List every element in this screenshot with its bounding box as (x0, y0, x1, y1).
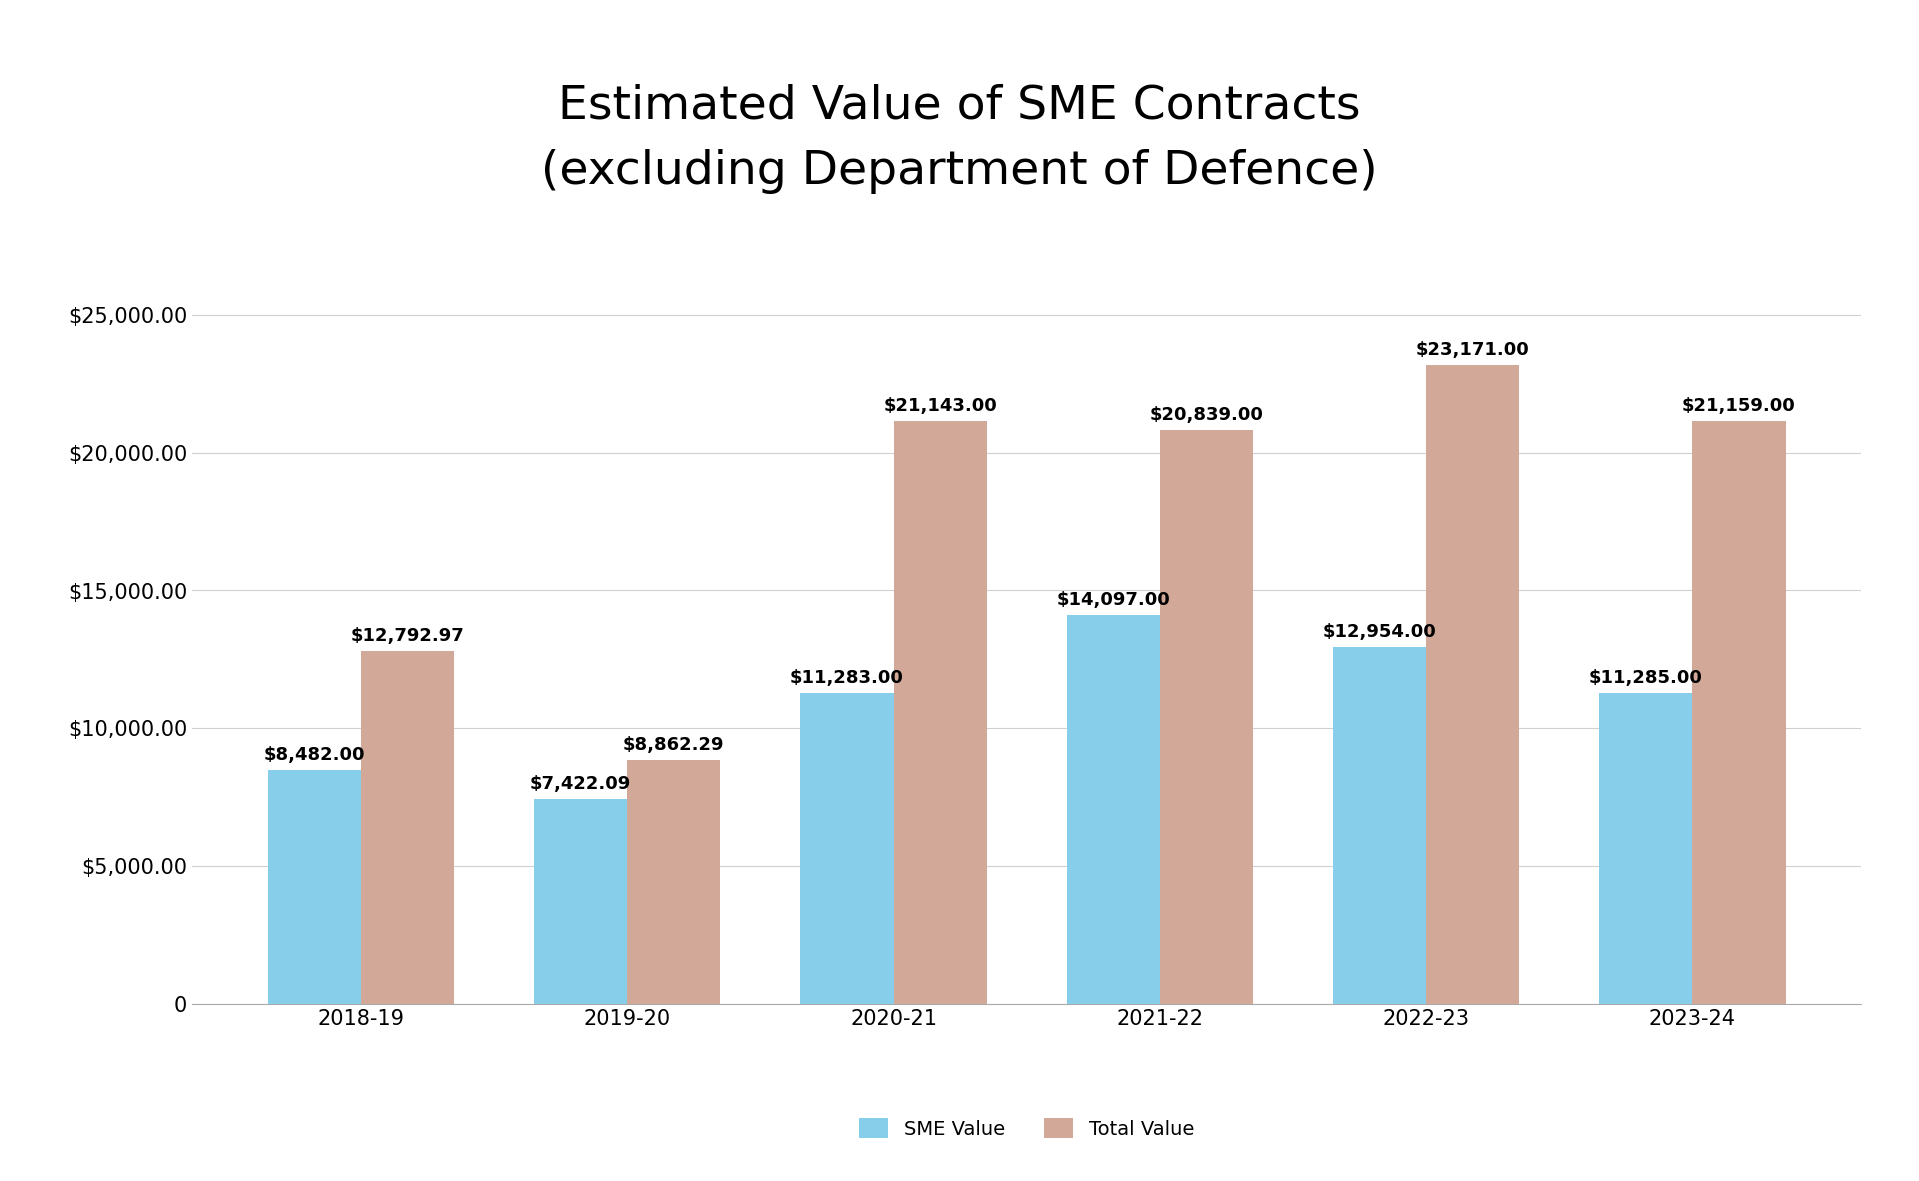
Text: $20,839.00: $20,839.00 (1149, 405, 1263, 424)
Bar (1426, 365, 1520, 1004)
Bar (533, 800, 628, 1004)
Text: $11,283.00: $11,283.00 (791, 668, 904, 687)
Bar (800, 693, 894, 1004)
Legend: SME Value, Total Value: SME Value, Total Value (852, 1110, 1201, 1147)
Bar (894, 422, 986, 1004)
Bar (628, 759, 720, 1004)
Text: $21,143.00: $21,143.00 (883, 397, 998, 416)
Text: $11,285.00: $11,285.00 (1589, 668, 1702, 687)
Bar (1334, 647, 1426, 1004)
Bar (1159, 430, 1253, 1004)
Bar (1599, 693, 1693, 1004)
Text: $21,159.00: $21,159.00 (1683, 397, 1796, 415)
Text: $7,422.09: $7,422.09 (530, 775, 631, 794)
Bar (361, 651, 455, 1004)
Bar (269, 770, 361, 1004)
Text: $12,954.00: $12,954.00 (1322, 622, 1435, 641)
Bar (1693, 420, 1785, 1004)
Text: $12,792.97: $12,792.97 (351, 627, 464, 645)
Text: $8,482.00: $8,482.00 (263, 746, 365, 764)
Bar (1067, 615, 1159, 1004)
Text: $14,097.00: $14,097.00 (1055, 592, 1171, 609)
Text: Estimated Value of SME Contracts: Estimated Value of SME Contracts (558, 84, 1361, 129)
Text: $23,171.00: $23,171.00 (1416, 341, 1529, 359)
Text: (excluding Department of Defence): (excluding Department of Defence) (541, 149, 1378, 194)
Text: $8,862.29: $8,862.29 (624, 736, 725, 753)
